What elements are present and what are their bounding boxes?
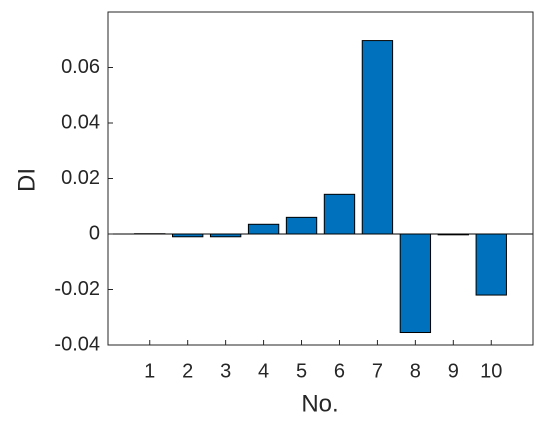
- x-tick-label: 5: [296, 360, 307, 382]
- x-tick-label: 8: [410, 360, 421, 382]
- bar: [361, 40, 394, 235]
- axes-box: [107, 11, 534, 346]
- y-tick-label: 0.06: [61, 56, 100, 78]
- y-tick-label: -0.02: [54, 278, 100, 300]
- x-tick-label: 10: [480, 360, 502, 382]
- bar: [475, 233, 507, 296]
- x-axis-label: No.: [301, 390, 338, 417]
- bar: [399, 233, 432, 334]
- x-tick-label: 6: [334, 360, 345, 382]
- x-tick-label: 3: [220, 360, 231, 382]
- y-tick-label: -0.04: [54, 333, 100, 355]
- y-tick-label: 0.02: [61, 167, 100, 189]
- y-axis-label: DI: [13, 168, 40, 192]
- y-tick-label: 0: [89, 222, 100, 244]
- bar: [247, 223, 280, 235]
- y-tick-label: 0.04: [61, 111, 100, 133]
- bar: [285, 216, 318, 235]
- x-tick-label: 9: [448, 360, 459, 382]
- x-tick-label: 1: [144, 360, 155, 382]
- x-tick-label: 4: [258, 360, 269, 382]
- x-tick-label: 7: [372, 360, 383, 382]
- x-tick-label: 2: [182, 360, 193, 382]
- bar: [323, 193, 356, 235]
